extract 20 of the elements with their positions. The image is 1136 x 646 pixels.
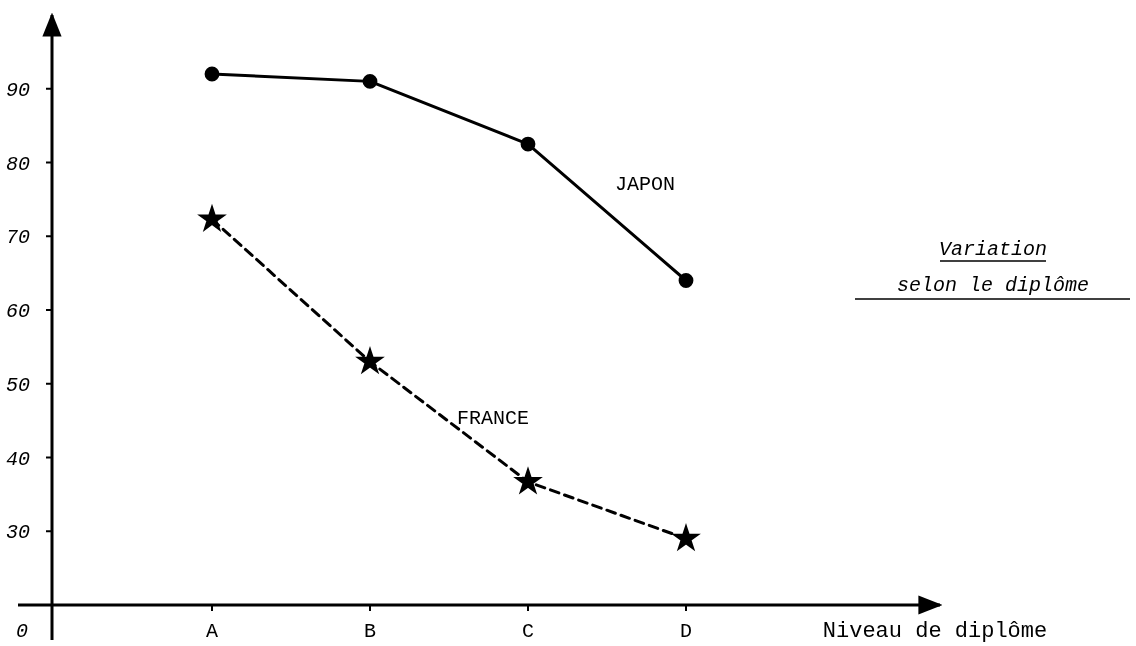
y-tick-label: 30	[5, 521, 31, 545]
text: Variation selon le diplôme	[896, 238, 1090, 297]
x-tick-label: A	[205, 620, 219, 643]
y-tick-label: 40	[5, 447, 31, 471]
y-tick-label: 80	[5, 152, 31, 176]
text: 0	[15, 620, 29, 643]
y-tick-label: 90	[5, 78, 31, 102]
x-axis-title: Niveau de diplôme	[822, 619, 1048, 644]
series-label: FRANCE	[457, 406, 530, 430]
point	[362, 73, 378, 89]
point	[520, 136, 536, 152]
x-tick-label: D	[679, 620, 693, 643]
y-tick-label: 50	[5, 373, 31, 397]
x-tick-label: B	[363, 620, 377, 643]
point	[204, 66, 220, 82]
series-label: JAPON	[615, 173, 676, 197]
y-tick-label: 60	[5, 300, 31, 323]
y-tick-label: 70	[5, 226, 31, 250]
x-tick-label: C	[521, 620, 535, 643]
point	[678, 273, 694, 288]
